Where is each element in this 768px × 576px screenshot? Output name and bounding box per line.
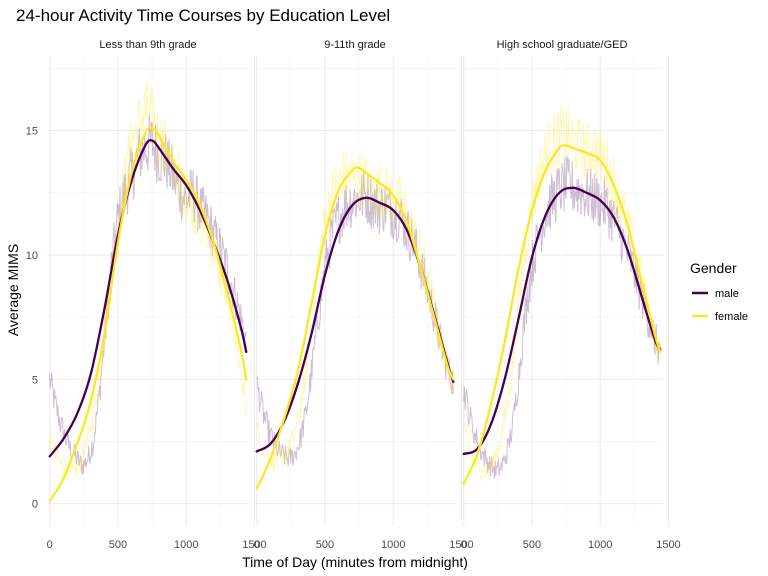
x-tick-label: 0 xyxy=(47,539,53,551)
chart-title: 24-hour Activity Time Courses by Educati… xyxy=(16,6,390,25)
smooth-line-female xyxy=(48,126,248,503)
raw-trace-female xyxy=(256,148,454,474)
legend: Gender male female xyxy=(690,260,748,323)
y-tick-label: 5 xyxy=(32,374,38,386)
legend-entries: male female xyxy=(692,288,748,323)
major-gridlines xyxy=(47,56,255,526)
x-tick-label: 0 xyxy=(461,539,467,551)
smooth-line-male xyxy=(462,186,662,456)
major-gridlines xyxy=(254,56,462,526)
y-tick-label: 10 xyxy=(26,250,38,262)
raw-trace-female xyxy=(463,105,661,481)
raw-trace-male xyxy=(256,170,454,467)
y-tick-label: 0 xyxy=(32,499,38,511)
facet-strip-label: 9-11th grade xyxy=(324,39,386,51)
facet-strip-label: Less than 9th grade xyxy=(99,39,196,51)
facet-strip-label: High school graduate/GED xyxy=(497,39,628,51)
x-tick-label: 1000 xyxy=(381,539,405,551)
major-gridlines xyxy=(461,56,669,526)
x-tick-label: 1500 xyxy=(656,539,680,551)
x-tick-label: 1500 xyxy=(242,539,266,551)
minor-gridlines xyxy=(47,56,249,526)
smooth-line-female xyxy=(255,166,455,490)
y-tick-label: 15 xyxy=(26,126,38,138)
raw-trace-male xyxy=(463,156,661,479)
x-tick-label: 500 xyxy=(523,539,541,551)
raw-trace-female xyxy=(49,81,247,483)
smooth-line-male xyxy=(48,139,248,458)
smooth-line-female xyxy=(462,144,662,485)
minor-gridlines xyxy=(461,56,663,526)
raw-trace-male xyxy=(49,114,247,475)
x-tick-label: 500 xyxy=(316,539,334,551)
x-tick-label: 1500 xyxy=(449,539,473,551)
x-tick-label: 500 xyxy=(109,539,127,551)
x-tick-label: 1000 xyxy=(174,539,198,551)
facet-panel: 9-11th grade 0 500 1000 1500 xyxy=(254,39,474,551)
y-axis-title: Average MIMS xyxy=(5,244,21,336)
x-tick-label: 1000 xyxy=(588,539,612,551)
x-tick-label: 0 xyxy=(254,539,260,551)
legend-label-female: female xyxy=(715,311,748,323)
x-axis-title: Time of Day (minutes from midnight) xyxy=(242,554,468,570)
legend-title: Gender xyxy=(690,260,737,276)
facet-panel: High school graduate/GED 0 500 1000 1500 xyxy=(461,39,681,551)
legend-label-male: male xyxy=(715,288,739,300)
